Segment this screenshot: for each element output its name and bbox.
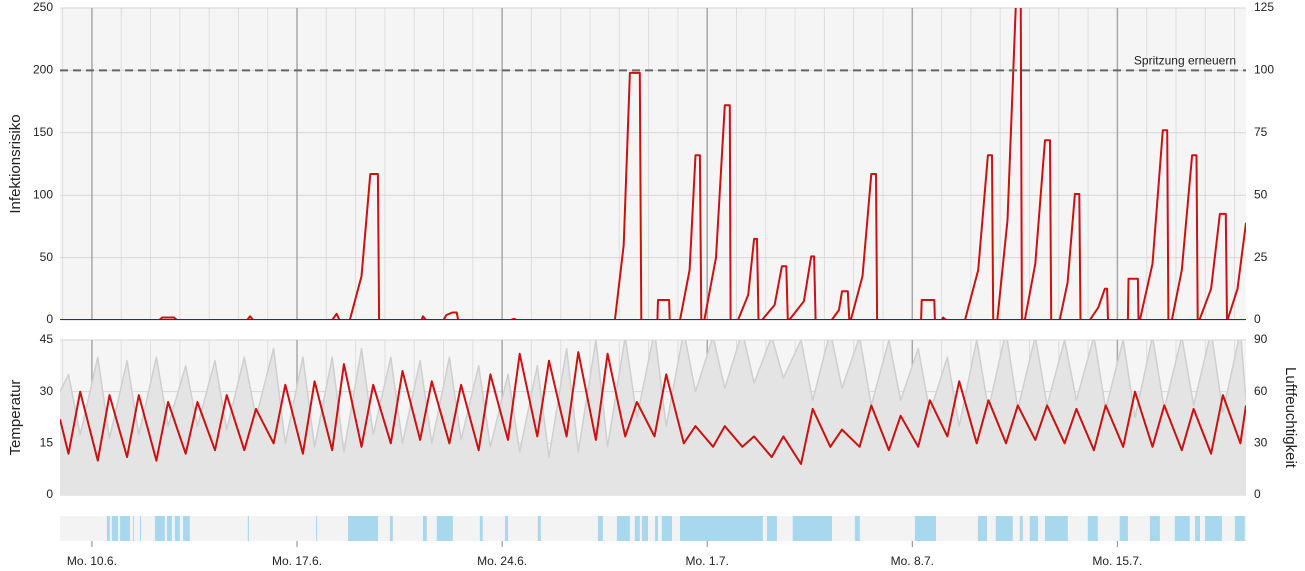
y2-axis-title: Luftfeuchtigkeit [1282,367,1299,469]
wet-interval [1149,516,1160,541]
wet-interval [641,516,649,541]
wet-interval [854,516,860,541]
x-tick-label: Mo. 10.6. [67,554,117,568]
wet-interval [616,516,630,541]
y2-tick-label: 0 [1254,487,1261,501]
x-tick-label: Mo. 15.7. [1092,554,1142,568]
line [60,8,1246,320]
y2-tick-label: 125 [1254,0,1274,14]
y-tick-label: 100 [33,187,53,201]
wet-interval [132,516,134,541]
wet-interval [316,516,318,541]
wet-interval [1234,516,1245,541]
y-tick-label: 250 [33,0,53,14]
wet-interval [120,516,131,541]
wet-interval [1029,516,1038,541]
y2-tick-label: 30 [1254,436,1268,450]
wet-interval [183,516,190,541]
wet-interval [679,516,763,541]
y2-tick-label: 50 [1254,187,1268,201]
wet-interval [537,516,541,541]
wet-interval [766,516,777,541]
wet-interval [247,516,249,541]
wet-interval [423,516,427,541]
wet-interval [106,516,110,541]
y-tick-label: 200 [33,63,53,77]
x-tick-label: Mo. 1.7. [686,554,729,568]
y2-tick-label: 60 [1254,384,1268,398]
wet-interval [1204,516,1222,541]
wet-interval [1045,516,1068,541]
wet-interval [655,516,658,541]
y-axis-title: Temperatur [7,380,24,456]
line [60,351,1246,465]
wet-interval [505,516,508,541]
timeline-background [60,516,1246,541]
wet-interval [389,516,393,541]
y-tick-label: 0 [46,487,53,501]
wet-interval [977,516,988,541]
wet-interval [1195,516,1201,541]
y-tick-label: 15 [40,436,54,450]
threshold-label: Spritzung erneuern [1134,54,1236,68]
line [60,340,1246,458]
plot-background [60,8,1246,320]
x-tick-label: Mo. 8.7. [891,554,934,568]
wet-interval [166,516,172,541]
y-tick-label: 45 [40,332,54,346]
wet-interval [154,516,165,541]
x-tick-label: Mo. 17.6. [272,554,322,568]
wet-interval [348,516,378,541]
y2-tick-label: 75 [1254,125,1268,139]
wet-interval [914,516,937,541]
wet-interval [1174,516,1190,541]
wet-interval [1119,516,1128,541]
y2-tick-label: 90 [1254,332,1268,346]
y-tick-label: 0 [46,312,53,326]
y2-tick-label: 100 [1254,63,1274,77]
wet-interval [661,516,673,541]
wet-interval [792,516,833,541]
y2-tick-label: 0 [1254,312,1261,326]
wet-interval [174,516,180,541]
wet-interval [111,516,119,541]
wet-interval [597,516,603,541]
wet-interval [995,516,1013,541]
x-tick-label: Mo. 24.6. [477,554,527,568]
wet-interval [436,516,453,541]
wet-interval [479,516,483,541]
wet-interval [139,516,141,541]
y-tick-label: 30 [40,384,54,398]
wet-interval [1019,516,1023,541]
y-tick-label: 50 [40,250,54,264]
y2-tick-label: 25 [1254,250,1268,264]
wet-interval [1087,516,1098,541]
wet-interval [634,516,640,541]
y-axis-title: Infektionsrisiko [7,114,24,213]
y-tick-label: 150 [33,125,53,139]
